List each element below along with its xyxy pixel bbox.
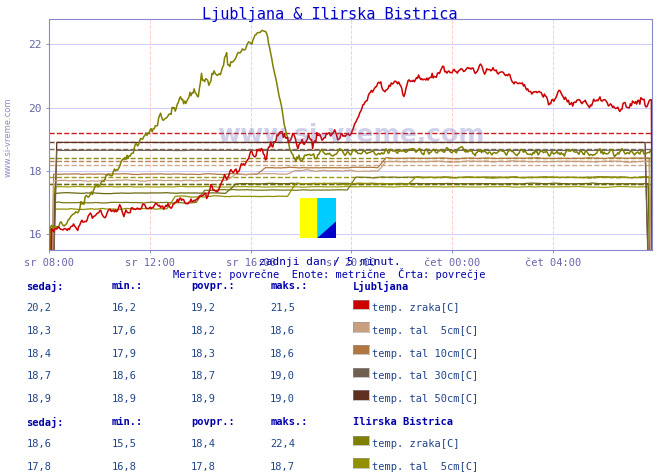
Text: 18,7: 18,7 [270, 462, 295, 472]
Text: 20,2: 20,2 [26, 303, 51, 313]
Text: 18,4: 18,4 [26, 349, 51, 359]
Polygon shape [318, 198, 336, 238]
Bar [300, 198, 318, 238]
Text: 18,9: 18,9 [112, 394, 137, 404]
Text: sedaj:: sedaj: [26, 417, 64, 428]
Text: 18,4: 18,4 [191, 439, 216, 449]
Text: 17,9: 17,9 [112, 349, 137, 359]
Text: maks.:: maks.: [270, 417, 308, 427]
Text: 18,9: 18,9 [26, 394, 51, 404]
Text: temp. tal 10cm[C]: temp. tal 10cm[C] [372, 349, 478, 359]
Text: 18,6: 18,6 [112, 371, 137, 381]
Text: temp. tal 50cm[C]: temp. tal 50cm[C] [372, 394, 478, 404]
Text: 18,9: 18,9 [191, 394, 216, 404]
Text: 16,8: 16,8 [112, 462, 137, 472]
Text: 17,6: 17,6 [112, 326, 137, 336]
Text: povpr.:: povpr.: [191, 281, 235, 291]
Text: 18,6: 18,6 [270, 349, 295, 359]
Text: 22,4: 22,4 [270, 439, 295, 449]
Text: sedaj:: sedaj: [26, 281, 64, 292]
Text: min.:: min.: [112, 417, 143, 427]
Text: 18,3: 18,3 [191, 349, 216, 359]
Text: temp. zraka[C]: temp. zraka[C] [372, 439, 460, 449]
Polygon shape [318, 222, 336, 238]
Text: 18,6: 18,6 [270, 326, 295, 336]
Text: Ljubljana & Ilirska Bistrica: Ljubljana & Ilirska Bistrica [202, 7, 457, 22]
Text: 17,8: 17,8 [191, 462, 216, 472]
Text: 15,5: 15,5 [112, 439, 137, 449]
Text: Ilirska Bistrica: Ilirska Bistrica [353, 417, 453, 427]
Text: temp. tal  5cm[C]: temp. tal 5cm[C] [372, 462, 478, 472]
Text: 18,6: 18,6 [26, 439, 51, 449]
Text: povpr.:: povpr.: [191, 417, 235, 427]
Text: temp. tal  5cm[C]: temp. tal 5cm[C] [372, 326, 478, 336]
Text: 19,0: 19,0 [270, 371, 295, 381]
Text: 21,5: 21,5 [270, 303, 295, 313]
Text: 19,2: 19,2 [191, 303, 216, 313]
Text: 19,0: 19,0 [270, 394, 295, 404]
Text: temp. zraka[C]: temp. zraka[C] [372, 303, 460, 313]
Text: maks.:: maks.: [270, 281, 308, 291]
Text: 18,2: 18,2 [191, 326, 216, 336]
Text: 18,7: 18,7 [191, 371, 216, 381]
Text: www.si-vreme.com: www.si-vreme.com [217, 123, 484, 146]
Text: Meritve: povrečne  Enote: metrične  Črta: povrečje: Meritve: povrečne Enote: metrične Črta: … [173, 268, 486, 280]
Text: 18,7: 18,7 [26, 371, 51, 381]
Text: www.si-vreme.com: www.si-vreme.com [4, 97, 13, 177]
Text: temp. tal 30cm[C]: temp. tal 30cm[C] [372, 371, 478, 381]
Text: 17,8: 17,8 [26, 462, 51, 472]
Text: zadnji dan / 5 minut.: zadnji dan / 5 minut. [258, 257, 401, 267]
Text: min.:: min.: [112, 281, 143, 291]
Text: 16,2: 16,2 [112, 303, 137, 313]
Text: Ljubljana: Ljubljana [353, 281, 409, 292]
Text: 18,3: 18,3 [26, 326, 51, 336]
